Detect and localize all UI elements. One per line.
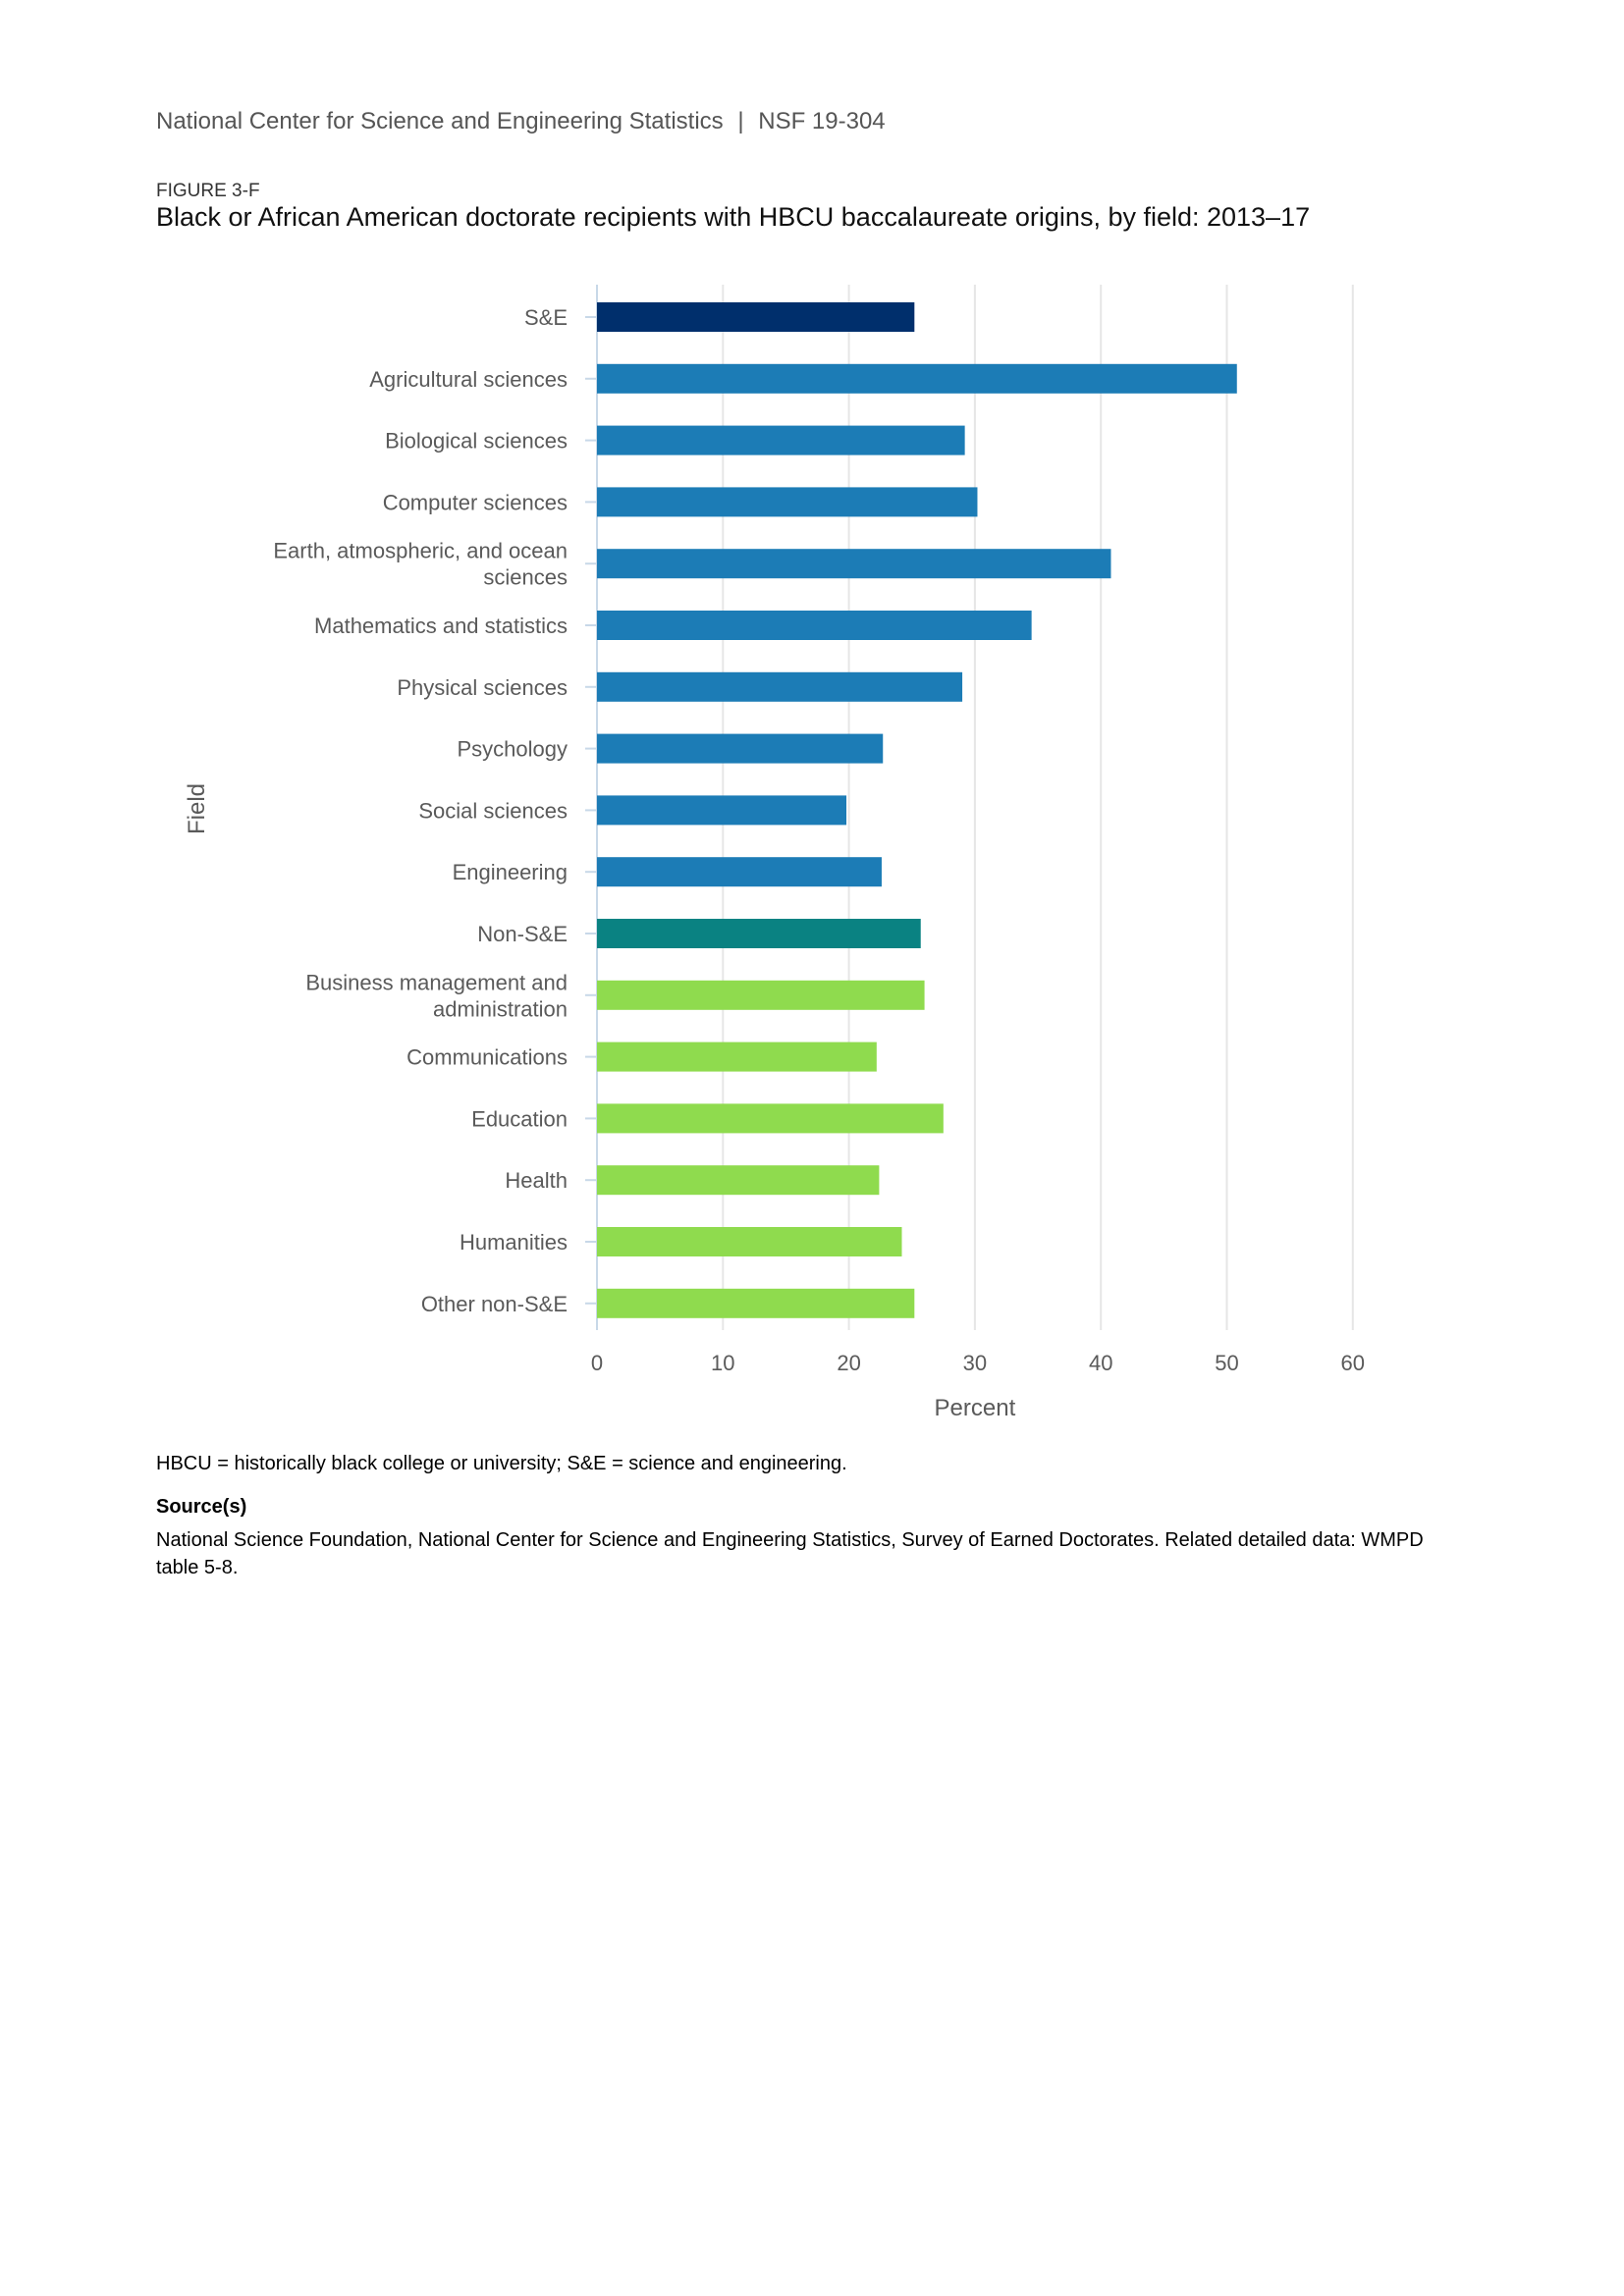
category-label: Computer sciences xyxy=(383,490,568,514)
bar xyxy=(597,1041,877,1072)
bar xyxy=(597,1165,880,1196)
org-name: National Center for Science and Engineer… xyxy=(156,108,724,134)
category-label: Engineering xyxy=(453,860,568,884)
x-tick-label: 30 xyxy=(963,1351,987,1375)
bar xyxy=(597,487,978,517)
bar xyxy=(597,980,925,1010)
category-label: Communications xyxy=(406,1045,568,1070)
bar xyxy=(597,363,1237,394)
bar xyxy=(597,302,915,332)
category-label: Business management and xyxy=(305,970,568,994)
x-tick-label: 10 xyxy=(711,1351,734,1375)
bar xyxy=(597,611,1032,640)
bar xyxy=(597,1288,915,1318)
bar xyxy=(597,425,965,455)
bar xyxy=(597,549,1111,579)
category-label: administration xyxy=(433,996,568,1021)
bar xyxy=(597,733,884,764)
bar xyxy=(597,857,882,887)
category-label: Humanities xyxy=(460,1230,568,1255)
bar xyxy=(597,919,921,948)
category-label: Earth, atmospheric, and ocean xyxy=(273,539,568,563)
bar-chart: S&E Agricultural sciences Biological scien… xyxy=(184,285,1365,1421)
x-axis-title: Percent xyxy=(935,1395,1016,1421)
header-separator: | xyxy=(737,108,744,134)
x-tick-label: 20 xyxy=(837,1351,860,1375)
bar xyxy=(597,795,847,826)
x-tick-label: 60 xyxy=(1341,1351,1365,1375)
category-label: Psychology xyxy=(457,737,568,762)
category-label: Non-S&E xyxy=(477,922,568,946)
bar xyxy=(597,671,963,702)
x-tick-label: 50 xyxy=(1215,1351,1238,1375)
bar xyxy=(597,1103,944,1134)
source-heading: Source(s) xyxy=(156,1496,247,1518)
category-label: Biological sciences xyxy=(385,429,568,454)
category-label: Education xyxy=(471,1106,568,1131)
figure-label: FIGURE 3-F xyxy=(156,181,260,201)
category-label: Social sciences xyxy=(418,798,568,823)
category-label: Mathematics and statistics xyxy=(314,614,568,638)
category-label: Other non-S&E xyxy=(421,1292,568,1316)
category-label: Agricultural sciences xyxy=(369,367,568,392)
bar xyxy=(597,1227,902,1256)
category-label: Health xyxy=(505,1168,568,1193)
report-number: NSF 19-304 xyxy=(758,108,886,134)
x-tick-label: 0 xyxy=(591,1351,603,1375)
category-label: sciences xyxy=(483,565,568,590)
abbreviation-note: HBCU = historically black college or uni… xyxy=(156,1453,847,1474)
category-label: Physical sciences xyxy=(397,675,568,700)
y-axis-title: Field xyxy=(184,783,210,834)
source-text: National Science Foundation, National Ce… xyxy=(156,1529,1424,1578)
report-header: National Center for Science and Engineer… xyxy=(156,108,886,135)
figure-title: Black or African American doctorate reci… xyxy=(156,202,1311,232)
x-tick-label: 40 xyxy=(1089,1351,1112,1375)
category-label: S&E xyxy=(524,305,568,330)
